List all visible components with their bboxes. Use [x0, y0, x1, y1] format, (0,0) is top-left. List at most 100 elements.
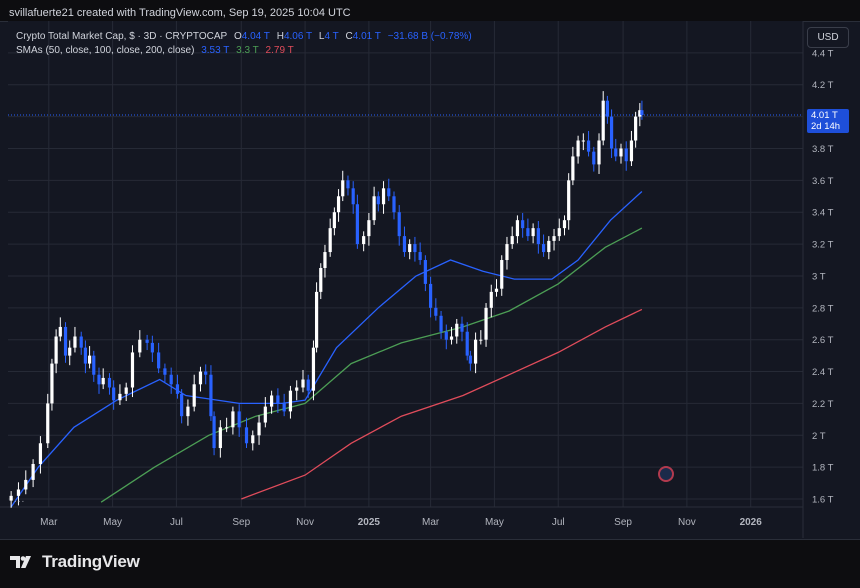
candle-body — [150, 342, 154, 353]
legend-symbol: Crypto Total Market Cap, $ · 3D · CRYPTO… — [16, 31, 228, 42]
candle-body — [16, 489, 21, 496]
candle-body — [328, 228, 332, 253]
candle-body — [489, 291, 493, 308]
candle-body — [24, 479, 28, 490]
candle-body — [31, 463, 35, 480]
x-tick-label: Sep — [232, 517, 250, 528]
candle-body — [552, 236, 556, 241]
candle-body — [372, 196, 376, 221]
candle-body — [592, 151, 596, 165]
candle-body — [510, 236, 514, 245]
y-tick-label: 2.6 T — [812, 335, 834, 346]
candle-body — [413, 244, 417, 253]
candle-body — [397, 212, 401, 237]
y-tick-label: 3.2 T — [812, 240, 834, 251]
y-tick-label: 3.4 T — [812, 208, 834, 219]
candles — [9, 91, 644, 508]
y-tick-label: 2.8 T — [812, 303, 834, 314]
candle-body — [212, 416, 216, 449]
candle-body — [541, 244, 546, 253]
candle-body — [295, 387, 299, 391]
candle-body — [444, 331, 448, 340]
tradingview-logo-icon — [10, 556, 31, 568]
candle-body — [46, 403, 50, 444]
plot-area — [8, 21, 803, 507]
price-tag: 4.01 T 2d 14h — [807, 109, 849, 133]
candle-body — [605, 100, 609, 117]
legend-low: 4 T — [324, 31, 339, 42]
sma-title: SMAs (50, close, 100, close, 200, close) — [16, 45, 195, 56]
candle-body — [601, 100, 605, 141]
x-tick-label: May — [103, 517, 122, 528]
x-tick-label: 2026 — [740, 517, 763, 528]
legend-change: −31.68 B (−0.78%) — [387, 31, 472, 42]
candle-body — [434, 307, 438, 316]
legend-close: 4.01 T — [352, 31, 381, 42]
candle-body — [367, 220, 371, 237]
candle-body — [392, 196, 396, 213]
candle-body — [270, 395, 274, 407]
price-tag-countdown: 2d 14h — [811, 121, 841, 132]
candle-body — [562, 220, 567, 229]
candle-body — [97, 374, 101, 385]
candle-body — [73, 336, 77, 348]
legend-close-label: C — [345, 31, 353, 42]
candle-body — [231, 411, 235, 428]
x-tick-label: Jul — [170, 517, 183, 528]
x-tick-label: 2025 — [358, 517, 381, 528]
sma-line-sma50 — [10, 191, 643, 508]
candle-body — [180, 393, 184, 417]
candle-body — [107, 377, 112, 388]
y-tick-label: 3 T — [812, 271, 826, 282]
legend-high-label: H — [276, 31, 284, 42]
candle-body — [362, 236, 366, 245]
candle-body — [381, 188, 386, 205]
candle-body — [429, 283, 433, 308]
candle-body — [319, 267, 323, 292]
currency-button[interactable]: USD — [807, 27, 849, 48]
x-tick-label: Jul — [552, 517, 565, 528]
legend-ohlc: Crypto Total Market Cap, $ · 3D · CRYPTO… — [16, 31, 476, 42]
candle-body — [163, 368, 167, 375]
price-tag-value: 4.01 T — [811, 110, 838, 121]
candle-body — [387, 188, 391, 197]
candle-body — [455, 323, 459, 337]
candle-body — [332, 212, 336, 229]
candle-body — [449, 336, 454, 340]
grid-lines — [0, 21, 804, 538]
brand-name: TradingView — [42, 552, 140, 571]
legend-open-label: O — [233, 31, 242, 42]
candle-body — [567, 180, 571, 221]
sma200-value: 2.79 T — [265, 45, 294, 56]
y-tick-label: 1.6 T — [812, 495, 834, 506]
y-tick-label: 3.6 T — [812, 176, 834, 187]
y-tick-label: 3.8 T — [812, 144, 834, 155]
candle-body — [169, 374, 173, 385]
candle-body — [157, 352, 161, 369]
candle-body — [468, 355, 472, 364]
candle-body — [351, 188, 355, 205]
sma-line-sma200 — [241, 308, 643, 500]
candle-body — [526, 228, 530, 237]
candlestick-chart[interactable]: 4.4 T 4.2 T 4 T 3.8 T 3.6 T 3.4 T 3.2 T 3 T 2.8 … — [0, 21, 860, 538]
legend-low-label: L — [318, 31, 325, 42]
candle-body — [323, 252, 327, 268]
more-options-icon[interactable]: ... — [14, 494, 26, 505]
candle-body — [301, 379, 305, 388]
sma-line-sma100 — [100, 227, 643, 503]
candle-body — [460, 323, 464, 332]
footer-brand: TradingView — [10, 552, 140, 572]
us-flag-event-icon[interactable] — [658, 466, 674, 482]
candle-body — [536, 228, 540, 245]
y-tick-label: 4.2 T — [812, 80, 834, 91]
candle-body — [465, 331, 469, 356]
candle-body — [500, 260, 504, 289]
candle-body — [408, 244, 412, 253]
candle-body — [576, 140, 580, 157]
candle-body — [118, 393, 122, 401]
candle-body — [341, 180, 345, 197]
candle-body — [376, 196, 380, 205]
candle-body — [336, 196, 341, 213]
candle-body — [101, 377, 105, 385]
candle-body — [130, 352, 135, 388]
